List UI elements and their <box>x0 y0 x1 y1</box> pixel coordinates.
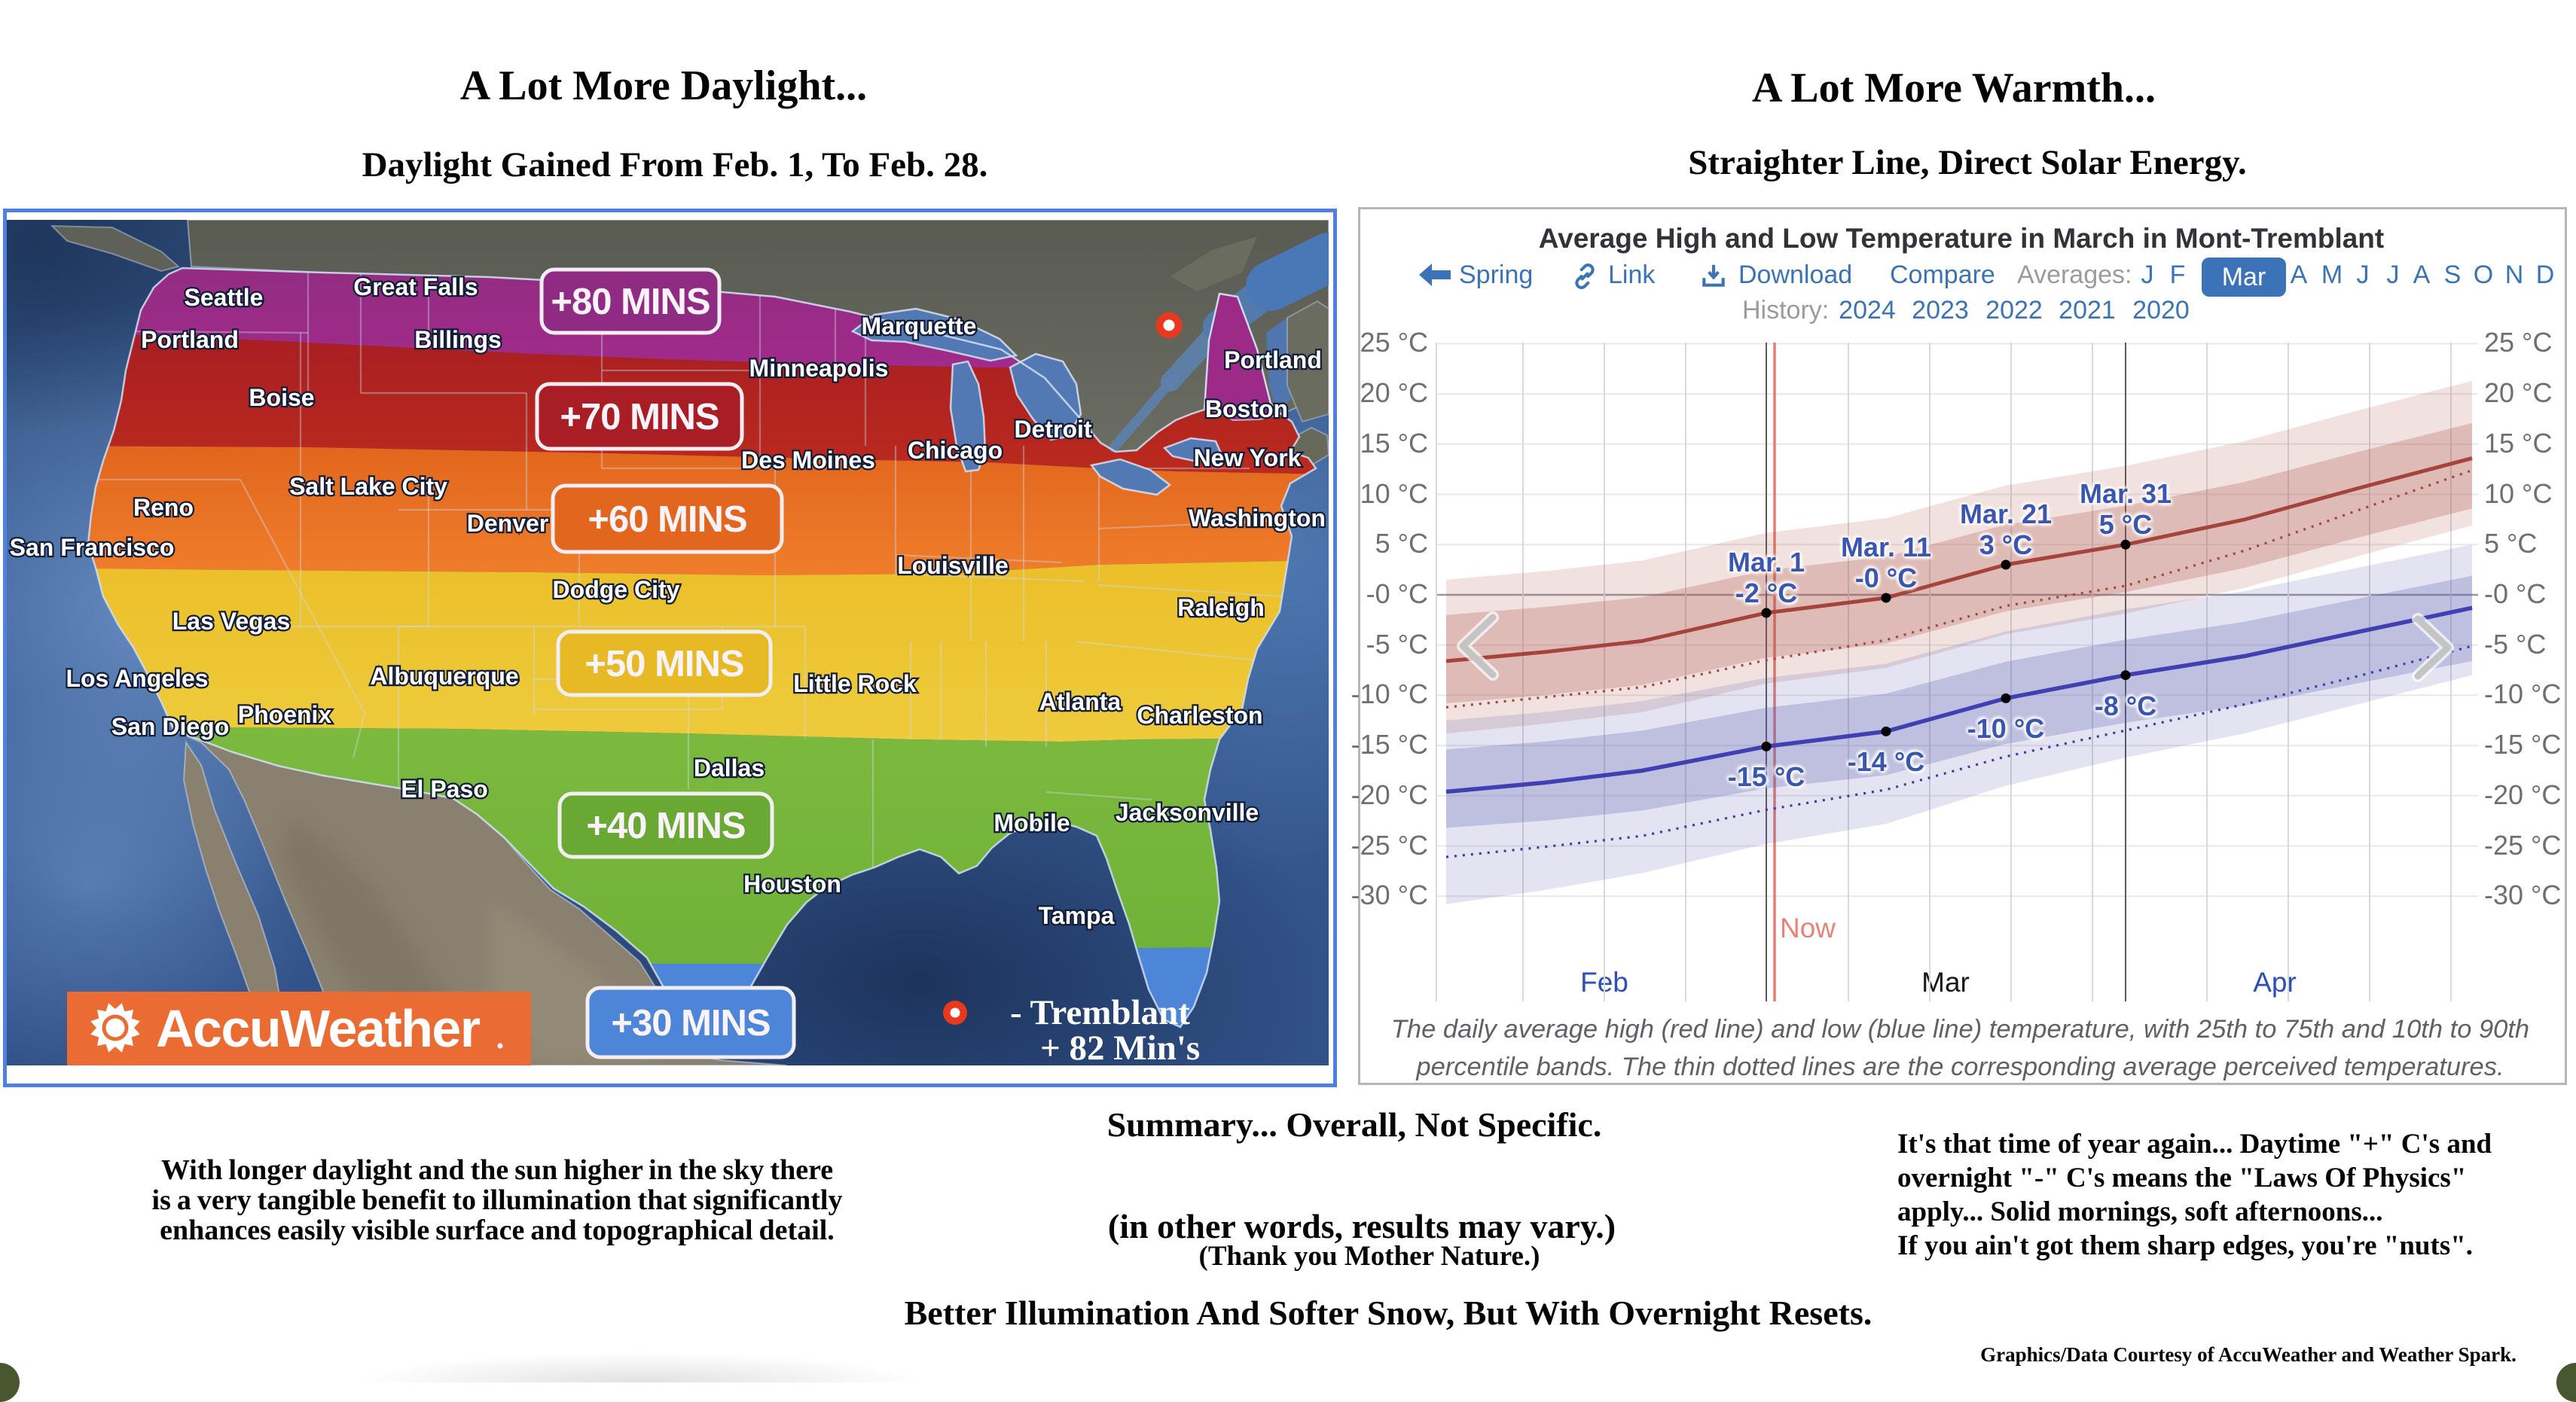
svg-text:Portland: Portland <box>141 326 239 353</box>
svg-text:Reno: Reno <box>133 494 194 521</box>
svg-text:AccuWeather: AccuWeather <box>156 999 481 1058</box>
svg-text:Detroit: Detroit <box>1014 416 1091 443</box>
svg-text:San Francisco: San Francisco <box>10 534 175 561</box>
svg-text:New York: New York <box>1194 444 1302 471</box>
svg-text:Washington: Washington <box>1189 504 1326 532</box>
svg-text:Salt Lake City: Salt Lake City <box>289 473 447 500</box>
svg-text:Houston: Houston <box>743 870 841 898</box>
svg-text:+70 MINS: +70 MINS <box>560 397 719 437</box>
svg-text:Las Vegas: Las Vegas <box>172 608 291 635</box>
svg-text:+30 MINS: +30 MINS <box>611 1003 770 1044</box>
svg-text:Phoenix: Phoenix <box>238 701 332 728</box>
svg-text:Dodge City: Dodge City <box>553 576 680 603</box>
svg-text:Portland: Portland <box>1224 346 1322 373</box>
svg-text:Little Rock: Little Rock <box>793 670 917 697</box>
svg-text:Tampa: Tampa <box>1039 902 1115 929</box>
svg-text:Minneapolis: Minneapolis <box>749 355 889 382</box>
svg-text:El Paso: El Paso <box>401 776 488 803</box>
svg-text:Albuquerque: Albuquerque <box>370 663 518 690</box>
svg-text:+40 MINS: +40 MINS <box>586 806 745 846</box>
svg-text:Billings: Billings <box>414 326 502 353</box>
svg-text:Mobile: Mobile <box>993 809 1070 837</box>
svg-text:Chicago: Chicago <box>908 437 1003 464</box>
svg-text:Denver: Denver <box>467 510 549 537</box>
svg-text:+ 82 Min's: + 82 Min's <box>1040 1029 1200 1065</box>
svg-text:Great Falls: Great Falls <box>353 273 478 300</box>
svg-text:Louisville: Louisville <box>897 552 1009 579</box>
svg-text:Boston: Boston <box>1205 395 1288 422</box>
svg-text:Raleigh: Raleigh <box>1177 594 1265 621</box>
svg-text:- Tremblant: - Tremblant <box>1010 993 1190 1032</box>
svg-text:+80 MINS: +80 MINS <box>551 282 710 322</box>
svg-text:Seattle: Seattle <box>185 284 264 311</box>
svg-text:Jacksonville: Jacksonville <box>1116 799 1259 826</box>
svg-text:San Diego: San Diego <box>111 713 229 740</box>
svg-text:+50 MINS: +50 MINS <box>584 644 743 684</box>
svg-text:Des Moines: Des Moines <box>741 447 875 474</box>
svg-text:Marquette: Marquette <box>862 312 977 340</box>
svg-text:Atlanta: Atlanta <box>1039 688 1122 715</box>
svg-text:+60 MINS: +60 MINS <box>588 499 746 540</box>
svg-text:Charleston: Charleston <box>1137 702 1262 729</box>
svg-text:Los Angeles: Los Angeles <box>66 665 208 692</box>
svg-text:Boise: Boise <box>249 384 314 411</box>
svg-text:Dallas: Dallas <box>694 754 765 782</box>
